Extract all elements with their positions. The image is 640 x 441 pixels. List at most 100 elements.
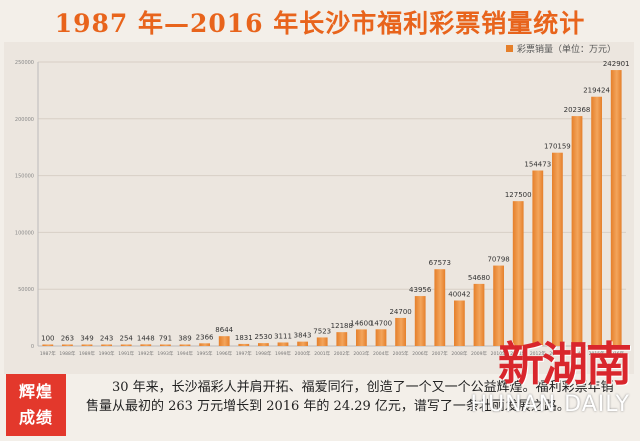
- x-tick-label: 1995年: [197, 350, 213, 357]
- data-label: 100: [41, 335, 54, 343]
- data-label: 263: [61, 335, 74, 343]
- y-tick-label: 50000: [18, 287, 34, 293]
- note-badge-line-1: 辉煌: [18, 382, 53, 401]
- watermark-cn: 新湖南: [498, 337, 632, 391]
- bar-chart: 0 50000 100000 150000 200000 250000 100 1987年 26…: [15, 60, 630, 357]
- data-label: 3843: [294, 332, 312, 340]
- data-label: 243: [100, 335, 113, 343]
- data-label: 14600: [350, 319, 372, 327]
- data-label: 1448: [137, 334, 155, 342]
- data-label: 8644: [215, 326, 233, 334]
- data-label: 70798: [487, 256, 509, 264]
- data-label: 7523: [313, 327, 331, 335]
- bar: [277, 342, 289, 346]
- x-tick-label: 2012年: [530, 350, 546, 357]
- y-tick-label: 0: [31, 344, 34, 350]
- bar: [258, 343, 269, 346]
- x-tick-label: 1992年: [138, 350, 154, 357]
- x-tick-label: 2007年: [432, 350, 448, 357]
- y-tick-label: 100000: [15, 230, 34, 236]
- x-tick-label: 1998年: [255, 350, 271, 357]
- bar: [199, 343, 210, 346]
- bar: [512, 201, 524, 346]
- x-tick-label: 2015年: [589, 350, 605, 357]
- data-label: 24700: [389, 308, 411, 316]
- x-tick-label: 2005年: [393, 350, 409, 357]
- bar: [81, 344, 93, 346]
- data-label: 219424: [583, 87, 610, 95]
- x-tick-label: 2000年: [295, 350, 311, 357]
- x-tick-label: 1993年: [157, 350, 173, 357]
- note-paragraph: 30 年来，长沙福彩人并肩开拓、福爱同行，创造了一个又一个公益辉煌。福利彩票年销…: [86, 380, 614, 414]
- data-label: 170159: [544, 143, 571, 151]
- x-tick-label: 1989年: [79, 350, 95, 357]
- y-tick-label: 200000: [15, 117, 34, 123]
- x-tick-label: 1990年: [99, 350, 115, 357]
- x-tick-label: 1999年: [275, 350, 291, 357]
- data-label: 3111: [274, 332, 292, 340]
- bar: [336, 332, 348, 346]
- bar: [218, 336, 230, 346]
- chart-panel: 彩票销量（单位：万元） 0 50000 100000 150000 200000 2500…: [4, 42, 634, 374]
- note-badge-line-2: 成绩: [18, 408, 53, 427]
- x-tick-label: 2009年: [471, 350, 487, 357]
- x-tick-label: 1994年: [177, 350, 193, 357]
- legend-label: 彩票销量（单位：万元）: [516, 45, 616, 55]
- bar: [552, 152, 563, 346]
- x-tick-label: 1997年: [236, 350, 252, 357]
- data-label: 1831: [235, 334, 253, 342]
- bar: [375, 329, 387, 346]
- bar: [238, 343, 250, 346]
- bar: [395, 317, 406, 346]
- bar: [610, 70, 622, 347]
- data-label: 67573: [429, 259, 451, 267]
- data-label: 154473: [524, 161, 551, 169]
- note-text: 30 年来，长沙福彩人并肩开拓、福爱同行，创造了一个又一个公益辉煌。福利彩票年销…: [86, 378, 626, 416]
- x-tick-label: 1987年: [40, 350, 56, 357]
- x-tick-label: 1991年: [118, 350, 134, 357]
- data-label: 12188: [331, 322, 353, 330]
- bar: [140, 344, 152, 346]
- data-label: 2366: [196, 333, 214, 341]
- x-tick-label: 2003年: [353, 350, 369, 357]
- y-tick-label: 250000: [15, 60, 34, 66]
- bar: [532, 170, 544, 346]
- bar: [62, 344, 73, 346]
- y-tick-label: 150000: [15, 174, 34, 180]
- chart-title: 1987 年—2016 年长沙市福利彩票销量统计: [54, 9, 586, 38]
- x-tick-label: 2013年: [549, 350, 565, 357]
- x-tick-label: 2011年: [510, 350, 526, 357]
- data-label: 127500: [505, 191, 532, 199]
- data-label: 14700: [370, 319, 392, 327]
- data-label: 791: [159, 335, 172, 343]
- data-label: 254: [120, 335, 134, 343]
- note-badge: 辉煌 成绩: [6, 374, 66, 436]
- bar: [414, 296, 426, 346]
- bar: [434, 269, 446, 346]
- x-tick-label: 2010年: [491, 350, 507, 357]
- data-label: 242901: [603, 60, 630, 68]
- data-label: 40042: [448, 291, 470, 299]
- data-label: 202368: [564, 106, 591, 114]
- bar: [316, 337, 328, 346]
- bar: [160, 344, 171, 346]
- x-tick-label: 2006年: [412, 350, 428, 357]
- watermark-en: HUNAN DAILY: [470, 392, 630, 417]
- x-tick-label: 2016年: [608, 350, 624, 357]
- data-label: 389: [178, 335, 191, 343]
- bar: [473, 283, 485, 346]
- x-tick-label: 1996年: [216, 350, 232, 357]
- bar: [571, 116, 583, 346]
- data-label: 2530: [254, 333, 272, 341]
- x-tick-label: 2004年: [373, 350, 389, 357]
- x-tick-label: 2001年: [314, 350, 330, 357]
- x-tick-label: 2002年: [334, 350, 350, 357]
- data-label: 54680: [468, 274, 490, 282]
- bar: [454, 300, 465, 346]
- bar: [356, 329, 367, 346]
- hunan-daily-watermark: 新湖南 HUNAN DAILY: [470, 337, 632, 417]
- legend-swatch: [505, 45, 513, 52]
- data-label: 349: [80, 335, 93, 343]
- bar: [42, 344, 54, 346]
- legend: 彩票销量（单位：万元）: [505, 42, 616, 55]
